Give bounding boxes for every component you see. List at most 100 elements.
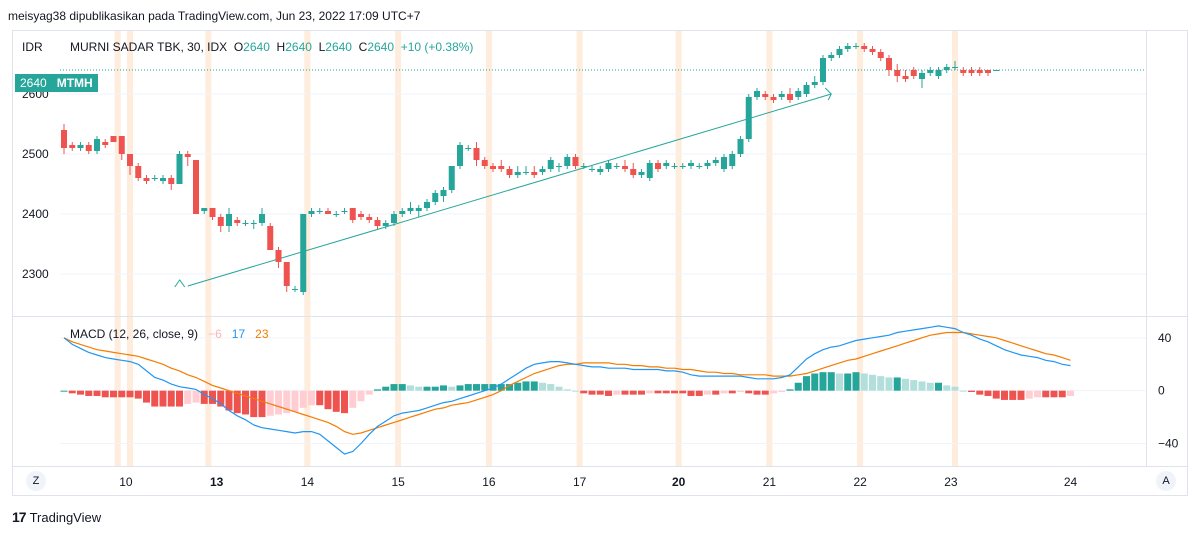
candle-body bbox=[201, 208, 208, 211]
macd-histogram-bar bbox=[448, 386, 456, 391]
candle-body bbox=[539, 169, 546, 172]
macd-histogram-bar bbox=[943, 385, 951, 391]
candle-body bbox=[275, 250, 282, 262]
macd-histogram-bar bbox=[704, 390, 711, 395]
candle-body bbox=[168, 178, 175, 184]
candle-body bbox=[135, 166, 142, 178]
macd-histogram-bar bbox=[316, 390, 324, 406]
open-value: 2640 bbox=[243, 40, 270, 54]
candle-body bbox=[919, 73, 925, 79]
symbol-title[interactable]: MURNI SADAR TBK, 30, IDX bbox=[70, 40, 228, 54]
macd-title[interactable]: MACD (12, 26, close, 9) bbox=[70, 327, 199, 341]
macd-histogram-bar bbox=[753, 390, 761, 395]
macd-histogram-bar bbox=[679, 390, 687, 394]
macd-histogram-bar bbox=[555, 386, 563, 391]
macd-histogram-bar bbox=[992, 390, 1000, 399]
macd-histogram-bar bbox=[572, 390, 579, 392]
macd-hist-value: −6 bbox=[208, 327, 222, 341]
macd-histogram-bar bbox=[382, 386, 390, 391]
candle-body bbox=[853, 46, 859, 47]
chart-frame[interactable] bbox=[12, 30, 1188, 496]
macd-histogram-bar bbox=[217, 390, 225, 407]
macd-histogram-bar bbox=[118, 390, 126, 398]
candle-body bbox=[828, 55, 835, 58]
macd-histogram-bar bbox=[605, 390, 612, 396]
macd-histogram-bar bbox=[143, 390, 150, 403]
candle-body bbox=[217, 217, 224, 226]
candle-body bbox=[754, 91, 760, 97]
macd-histogram-bar bbox=[539, 382, 546, 391]
candle-body bbox=[160, 178, 166, 181]
candle-body bbox=[259, 214, 265, 223]
candle-body bbox=[646, 163, 653, 178]
candle-body bbox=[902, 76, 909, 79]
candle-body bbox=[77, 145, 84, 148]
candle-body bbox=[770, 97, 777, 100]
candle-body bbox=[283, 262, 290, 286]
candle-body bbox=[704, 163, 711, 166]
candle-body bbox=[490, 166, 496, 169]
low-label: L bbox=[318, 40, 326, 54]
candle-body bbox=[292, 289, 298, 290]
time-tick-label: 10 bbox=[119, 475, 133, 489]
macd-histogram-bar bbox=[200, 390, 208, 404]
trendline bbox=[187, 93, 832, 287]
auto-scale-button[interactable]: A bbox=[1156, 471, 1176, 491]
macd-histogram-bar bbox=[192, 390, 200, 403]
candle-body bbox=[745, 97, 752, 139]
macd-histogram-bar bbox=[332, 390, 340, 412]
candle-body bbox=[523, 172, 529, 173]
macd-histogram-bar bbox=[341, 390, 348, 414]
price-tick-label: 2500 bbox=[22, 147, 49, 161]
candle-body bbox=[886, 58, 892, 70]
candle-body bbox=[976, 70, 983, 73]
macd-histogram-bar bbox=[407, 385, 414, 391]
macd-histogram-bar bbox=[101, 390, 109, 398]
candle-body bbox=[308, 211, 315, 214]
candle-body bbox=[440, 190, 447, 196]
session-break-4 bbox=[395, 31, 402, 466]
tradingview-logo-icon[interactable]: 17 bbox=[12, 509, 27, 525]
macd-histogram-bar bbox=[134, 390, 142, 399]
macd-histogram-bar bbox=[547, 384, 555, 391]
macd-histogram-bar bbox=[374, 389, 381, 391]
macd-histogram-bar bbox=[514, 382, 522, 391]
macd-histogram-bar bbox=[968, 390, 975, 392]
macd-histogram-bar bbox=[885, 377, 893, 391]
candle-body bbox=[547, 160, 554, 169]
candle-body bbox=[844, 46, 851, 49]
candle-body bbox=[861, 46, 868, 49]
candle-body bbox=[143, 178, 150, 181]
macd-histogram-bar bbox=[159, 390, 167, 407]
macd-histogram-bar bbox=[530, 381, 538, 391]
zoom-button[interactable]: Z bbox=[26, 471, 46, 491]
macd-histogram-bar bbox=[151, 390, 159, 407]
open-label: O bbox=[233, 40, 244, 54]
candle-body bbox=[531, 172, 538, 175]
candle-body bbox=[424, 202, 430, 208]
macd-histogram-bar bbox=[258, 390, 266, 418]
trendline-start-icon bbox=[174, 279, 186, 288]
macd-histogram-bar bbox=[959, 390, 967, 392]
macd-histogram-bar bbox=[110, 390, 117, 398]
candle-body bbox=[366, 217, 373, 220]
candle-body bbox=[374, 220, 381, 226]
candle-body bbox=[358, 214, 364, 217]
candle-body bbox=[572, 157, 579, 166]
macd-histogram-bar bbox=[893, 377, 901, 391]
macd-histogram-bar bbox=[242, 390, 249, 415]
price-tag-ticker: MTMH bbox=[51, 74, 98, 92]
macd-histogram-bar bbox=[852, 372, 860, 391]
footer-brand[interactable]: TradingView bbox=[29, 509, 102, 525]
macd-histogram-bar bbox=[266, 390, 274, 416]
footer: 17 TradingView bbox=[12, 509, 101, 525]
candle-body bbox=[795, 91, 802, 97]
macd-histogram-bar bbox=[951, 386, 959, 391]
symbol-legend: MURNI SADAR TBK, 30, IDX O2640 H2640 L26… bbox=[70, 40, 473, 54]
candle-body bbox=[605, 163, 612, 169]
macd-histogram-bar bbox=[654, 390, 662, 394]
macd-line bbox=[63, 325, 1071, 455]
candle-body bbox=[952, 67, 958, 68]
candle-body bbox=[234, 220, 241, 223]
